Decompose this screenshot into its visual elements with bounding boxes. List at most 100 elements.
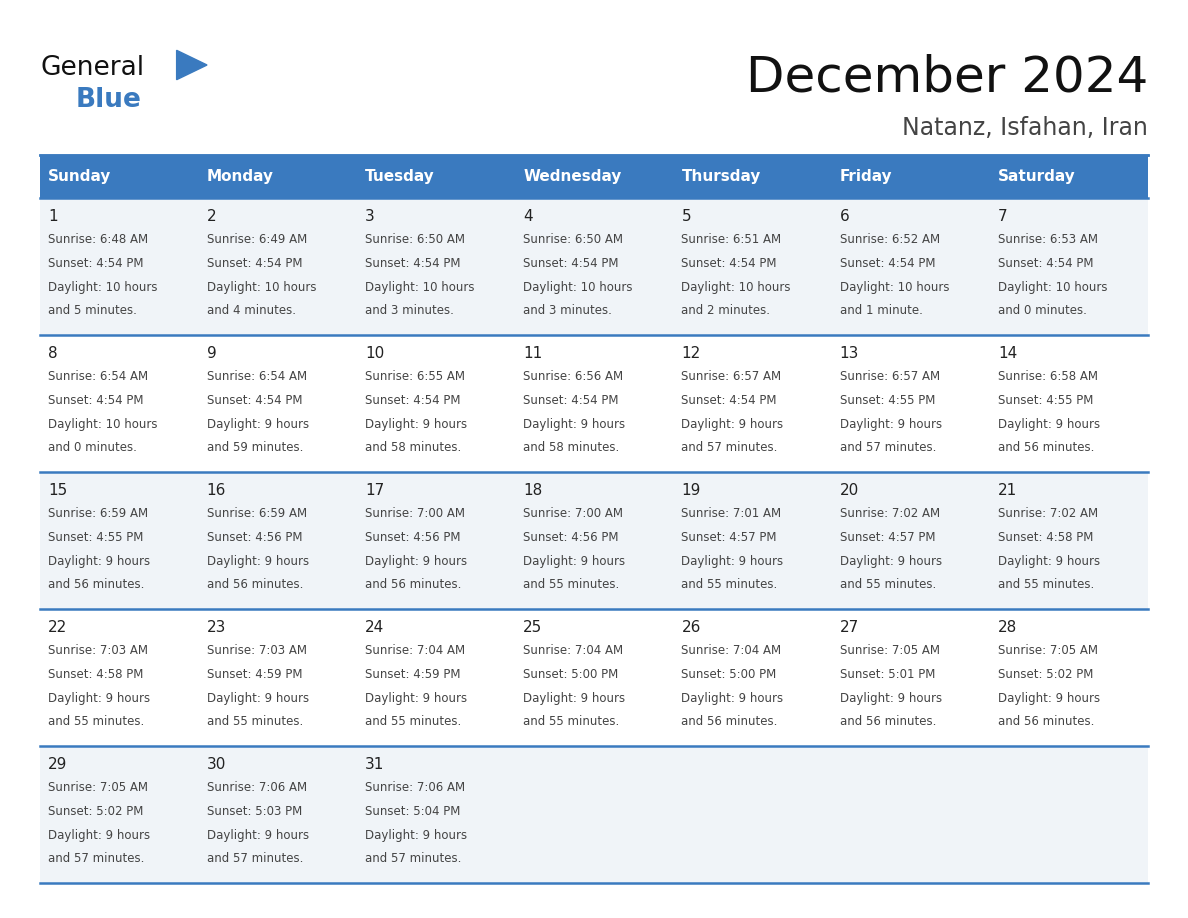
Text: Sunset: 4:56 PM: Sunset: 4:56 PM: [523, 531, 619, 543]
Text: Sunrise: 6:52 AM: Sunrise: 6:52 AM: [840, 233, 940, 246]
Text: 28: 28: [998, 620, 1017, 635]
Text: and 1 minute.: and 1 minute.: [840, 305, 923, 318]
Text: and 0 minutes.: and 0 minutes.: [998, 305, 1087, 318]
Text: and 2 minutes.: and 2 minutes.: [682, 305, 771, 318]
Text: Daylight: 9 hours: Daylight: 9 hours: [49, 829, 151, 842]
Text: Sunrise: 6:48 AM: Sunrise: 6:48 AM: [49, 233, 148, 246]
Text: Sunset: 4:54 PM: Sunset: 4:54 PM: [682, 394, 777, 407]
Text: and 56 minutes.: and 56 minutes.: [365, 578, 461, 591]
Text: Sunset: 4:55 PM: Sunset: 4:55 PM: [998, 394, 1093, 407]
Text: Sunset: 5:01 PM: Sunset: 5:01 PM: [840, 667, 935, 681]
Text: 18: 18: [523, 483, 543, 498]
Text: Daylight: 9 hours: Daylight: 9 hours: [840, 691, 942, 705]
Text: Daylight: 9 hours: Daylight: 9 hours: [365, 418, 467, 431]
Text: Sunrise: 6:58 AM: Sunrise: 6:58 AM: [998, 370, 1098, 383]
Text: Sunset: 4:55 PM: Sunset: 4:55 PM: [49, 531, 144, 543]
Text: Friday: Friday: [840, 169, 892, 184]
Text: 23: 23: [207, 620, 226, 635]
Text: and 55 minutes.: and 55 minutes.: [998, 578, 1094, 591]
Text: Daylight: 9 hours: Daylight: 9 hours: [840, 418, 942, 431]
Text: and 56 minutes.: and 56 minutes.: [998, 715, 1094, 729]
Text: and 56 minutes.: and 56 minutes.: [682, 715, 778, 729]
Text: Sunrise: 6:53 AM: Sunrise: 6:53 AM: [998, 233, 1098, 246]
Text: 20: 20: [840, 483, 859, 498]
Text: and 58 minutes.: and 58 minutes.: [365, 442, 461, 454]
Text: and 55 minutes.: and 55 minutes.: [365, 715, 461, 729]
Text: and 57 minutes.: and 57 minutes.: [207, 853, 303, 866]
Text: Daylight: 10 hours: Daylight: 10 hours: [998, 281, 1107, 294]
Text: 22: 22: [49, 620, 68, 635]
Text: 10: 10: [365, 346, 384, 361]
Text: 2: 2: [207, 209, 216, 224]
Text: Daylight: 10 hours: Daylight: 10 hours: [365, 281, 474, 294]
Text: Daylight: 9 hours: Daylight: 9 hours: [49, 691, 151, 705]
Text: Daylight: 9 hours: Daylight: 9 hours: [682, 418, 784, 431]
Text: Daylight: 9 hours: Daylight: 9 hours: [365, 829, 467, 842]
Text: and 55 minutes.: and 55 minutes.: [682, 578, 778, 591]
Text: and 3 minutes.: and 3 minutes.: [365, 305, 454, 318]
Text: Sunset: 5:04 PM: Sunset: 5:04 PM: [365, 805, 460, 818]
Text: Sunrise: 6:54 AM: Sunrise: 6:54 AM: [49, 370, 148, 383]
Text: Sunrise: 6:56 AM: Sunrise: 6:56 AM: [523, 370, 624, 383]
Text: Sunrise: 6:55 AM: Sunrise: 6:55 AM: [365, 370, 465, 383]
Text: Daylight: 10 hours: Daylight: 10 hours: [523, 281, 633, 294]
Text: Sunrise: 7:02 AM: Sunrise: 7:02 AM: [840, 507, 940, 520]
Text: and 58 minutes.: and 58 minutes.: [523, 442, 619, 454]
Text: Sunset: 4:55 PM: Sunset: 4:55 PM: [840, 394, 935, 407]
Text: Daylight: 9 hours: Daylight: 9 hours: [523, 418, 625, 431]
Text: Sunset: 4:59 PM: Sunset: 4:59 PM: [365, 667, 461, 681]
Text: 24: 24: [365, 620, 384, 635]
Text: Daylight: 9 hours: Daylight: 9 hours: [682, 691, 784, 705]
Text: Daylight: 9 hours: Daylight: 9 hours: [523, 691, 625, 705]
Text: Sunset: 4:54 PM: Sunset: 4:54 PM: [682, 257, 777, 270]
Text: Sunrise: 7:00 AM: Sunrise: 7:00 AM: [523, 507, 624, 520]
Text: and 55 minutes.: and 55 minutes.: [523, 715, 619, 729]
Text: and 55 minutes.: and 55 minutes.: [523, 578, 619, 591]
Text: Blue: Blue: [76, 87, 141, 113]
Text: Sunset: 4:54 PM: Sunset: 4:54 PM: [365, 394, 461, 407]
Text: Daylight: 9 hours: Daylight: 9 hours: [49, 554, 151, 567]
Text: Daylight: 9 hours: Daylight: 9 hours: [207, 418, 309, 431]
Text: Daylight: 9 hours: Daylight: 9 hours: [998, 554, 1100, 567]
Text: and 56 minutes.: and 56 minutes.: [998, 442, 1094, 454]
Text: and 57 minutes.: and 57 minutes.: [49, 853, 145, 866]
Text: Sunset: 5:02 PM: Sunset: 5:02 PM: [49, 805, 144, 818]
Text: Sunset: 4:54 PM: Sunset: 4:54 PM: [840, 257, 935, 270]
Text: Daylight: 10 hours: Daylight: 10 hours: [49, 418, 158, 431]
Text: 7: 7: [998, 209, 1007, 224]
Text: Daylight: 9 hours: Daylight: 9 hours: [998, 691, 1100, 705]
Text: Sunrise: 6:50 AM: Sunrise: 6:50 AM: [523, 233, 624, 246]
Text: 16: 16: [207, 483, 226, 498]
Text: Daylight: 9 hours: Daylight: 9 hours: [840, 554, 942, 567]
Text: 14: 14: [998, 346, 1017, 361]
Text: 26: 26: [682, 620, 701, 635]
Text: Sunrise: 6:49 AM: Sunrise: 6:49 AM: [207, 233, 307, 246]
Text: Wednesday: Wednesday: [523, 169, 621, 184]
Text: Sunrise: 7:05 AM: Sunrise: 7:05 AM: [49, 781, 148, 794]
Text: 17: 17: [365, 483, 384, 498]
Text: Daylight: 9 hours: Daylight: 9 hours: [207, 691, 309, 705]
Text: and 59 minutes.: and 59 minutes.: [207, 442, 303, 454]
Text: and 3 minutes.: and 3 minutes.: [523, 305, 612, 318]
Text: and 56 minutes.: and 56 minutes.: [207, 578, 303, 591]
Text: Sunrise: 7:04 AM: Sunrise: 7:04 AM: [682, 644, 782, 657]
Text: Sunset: 5:03 PM: Sunset: 5:03 PM: [207, 805, 302, 818]
Text: Sunset: 5:00 PM: Sunset: 5:00 PM: [523, 667, 619, 681]
Text: Sunset: 4:57 PM: Sunset: 4:57 PM: [840, 531, 935, 543]
Text: Sunrise: 7:05 AM: Sunrise: 7:05 AM: [840, 644, 940, 657]
Text: Sunset: 4:57 PM: Sunset: 4:57 PM: [682, 531, 777, 543]
Text: Sunset: 4:58 PM: Sunset: 4:58 PM: [998, 531, 1093, 543]
Text: Sunrise: 7:05 AM: Sunrise: 7:05 AM: [998, 644, 1098, 657]
Text: 27: 27: [840, 620, 859, 635]
Text: 31: 31: [365, 757, 384, 772]
Text: Sunset: 4:54 PM: Sunset: 4:54 PM: [49, 394, 144, 407]
Text: Sunset: 4:54 PM: Sunset: 4:54 PM: [523, 257, 619, 270]
Text: Sunrise: 7:03 AM: Sunrise: 7:03 AM: [207, 644, 307, 657]
Text: and 57 minutes.: and 57 minutes.: [840, 442, 936, 454]
Text: and 55 minutes.: and 55 minutes.: [207, 715, 303, 729]
Text: Daylight: 9 hours: Daylight: 9 hours: [207, 554, 309, 567]
Text: 3: 3: [365, 209, 374, 224]
Text: Sunrise: 6:59 AM: Sunrise: 6:59 AM: [207, 507, 307, 520]
Text: 21: 21: [998, 483, 1017, 498]
Text: Daylight: 10 hours: Daylight: 10 hours: [207, 281, 316, 294]
